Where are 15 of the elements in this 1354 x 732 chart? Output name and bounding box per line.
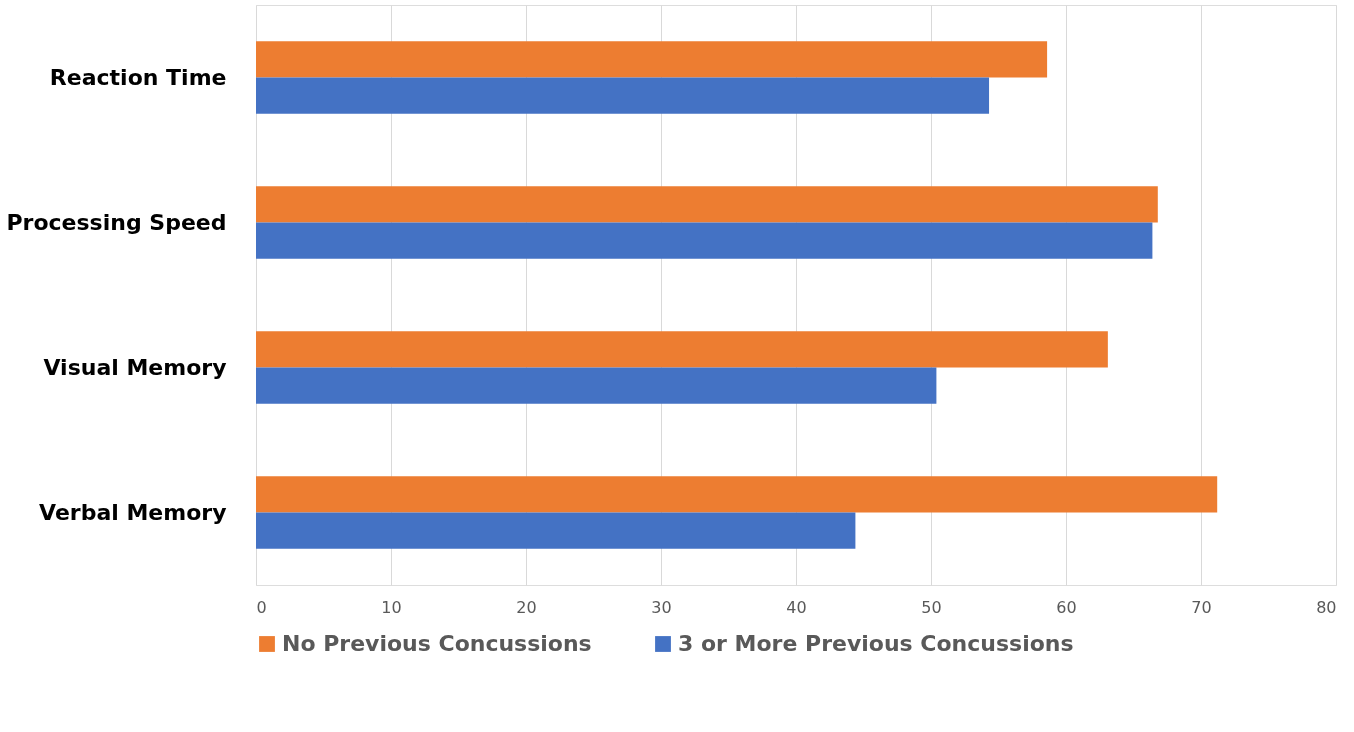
y-tick-label: Verbal Memory bbox=[39, 499, 227, 525]
legend-label: No Previous Concussions bbox=[282, 631, 592, 656]
y-tick-label: Reaction Time bbox=[49, 64, 227, 90]
x-tick-label: 40 bbox=[786, 597, 807, 617]
x-tick-label: 70 bbox=[1191, 597, 1212, 617]
x-tick-label: 30 bbox=[651, 597, 672, 617]
y-tick-label: Visual Memory bbox=[43, 354, 227, 380]
x-tick-label: 50 bbox=[921, 597, 942, 617]
legend-label: 3 or More Previous Concussions bbox=[678, 631, 1074, 656]
x-tick-label: 10 bbox=[381, 597, 402, 617]
x-tick-label: 60 bbox=[1056, 597, 1077, 617]
x-tick-label: 20 bbox=[516, 597, 537, 617]
x-tick-label: 0 bbox=[256, 597, 267, 617]
y-tick-label: Processing Speed bbox=[6, 209, 227, 235]
x-tick-label: 80 bbox=[1316, 597, 1337, 617]
